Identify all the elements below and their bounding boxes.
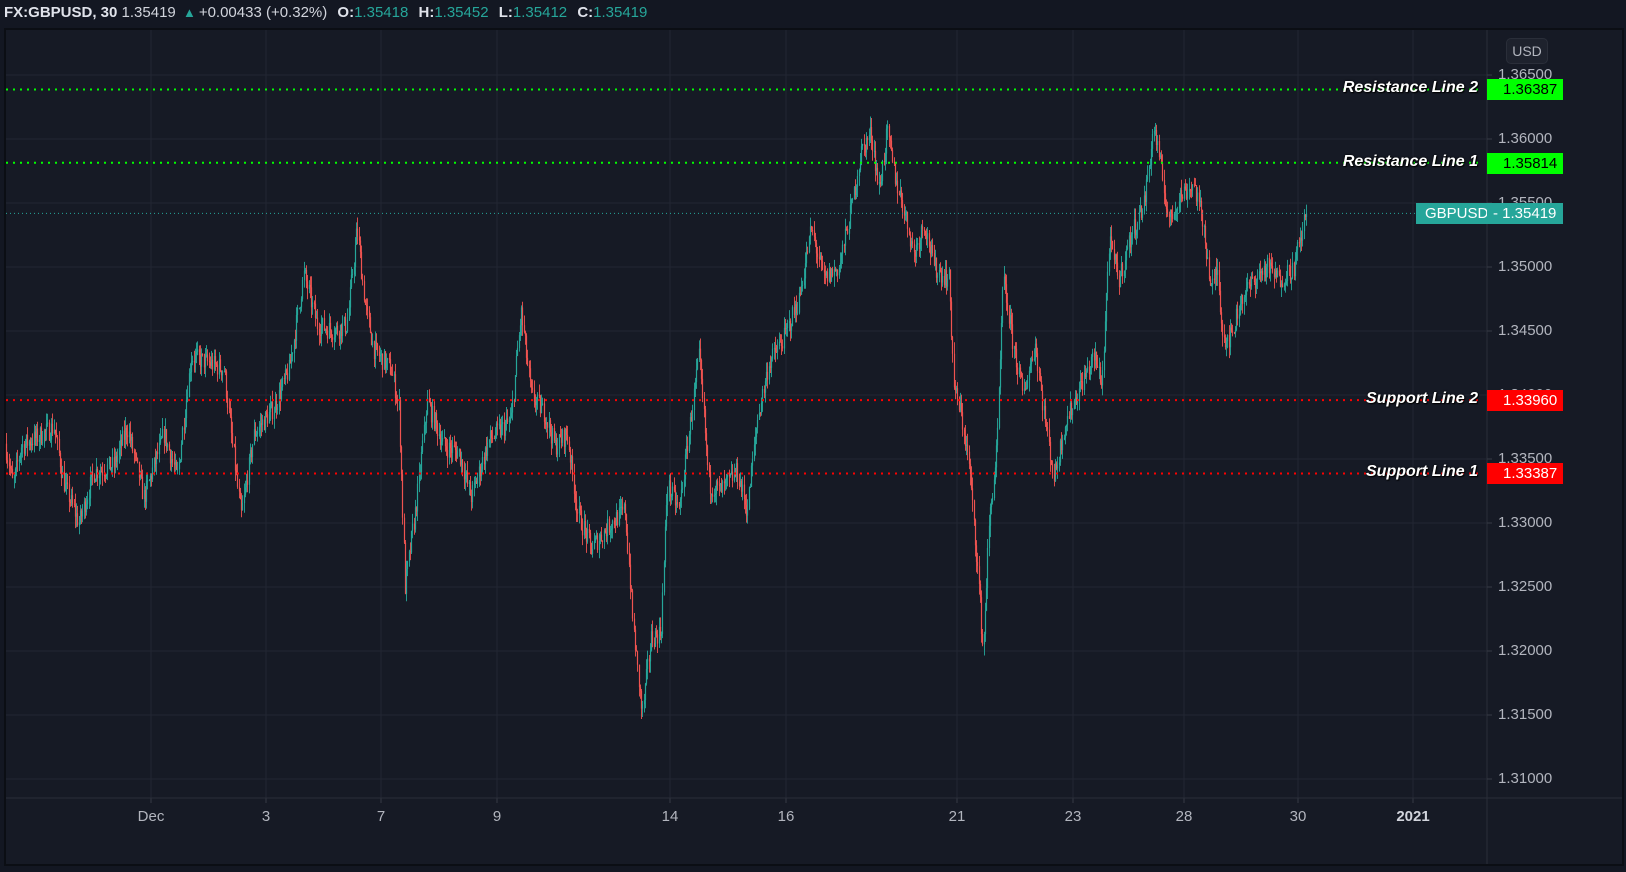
time-tick-label: 21 — [948, 808, 966, 825]
triangle-up-icon: ▲ — [182, 5, 196, 20]
current-price-tag: - 1.35419 — [1487, 203, 1563, 225]
time-tick-label: 7 — [376, 808, 386, 825]
time-tick-label: 9 — [492, 808, 502, 825]
price-tick-label: 1.32000 — [1498, 642, 1553, 659]
price-tick-label: 1.36000 — [1498, 130, 1553, 147]
currency-button[interactable]: USD — [1506, 38, 1548, 64]
support-line-2-price-tag: 1.33960 — [1487, 390, 1563, 412]
price-tick-label: 1.31500 — [1498, 706, 1553, 723]
time-tick-label: 2021 — [1396, 808, 1430, 825]
resistance-line-2-label: Resistance Line 2 — [1342, 79, 1478, 97]
resistance-line-1-price-tag: 1.35814 — [1487, 152, 1563, 174]
time-tick-label: 23 — [1064, 808, 1082, 825]
time-tick-label: 16 — [777, 808, 795, 825]
price-change: +0.00433 (+0.32%) — [198, 4, 328, 21]
symbol-price-label: GBPUSD — [1416, 203, 1488, 225]
time-tick-label: 28 — [1175, 808, 1193, 825]
chart-legend: FX:GBPUSD, 30 1.35419 ▲ +0.00433 (+0.32%)… — [4, 0, 647, 26]
close-value: 1.35419 — [593, 4, 648, 21]
resistance-line-1-label: Resistance Line 1 — [1342, 152, 1478, 170]
price-tick-label: 1.31000 — [1498, 770, 1553, 787]
time-tick-label: 30 — [1289, 808, 1307, 825]
support-line-1-label: Support Line 1 — [1366, 463, 1478, 481]
candles — [5, 116, 1308, 720]
time-tick-label: Dec — [137, 808, 165, 825]
price-tick-label: 1.33000 — [1498, 514, 1553, 531]
open-label: O: — [337, 4, 355, 21]
price-tick-label: 1.32500 — [1498, 578, 1553, 595]
price-tick-label: 1.33500 — [1498, 450, 1553, 467]
chart-pane[interactable] — [4, 28, 1624, 866]
last-price: 1.35419 — [121, 4, 176, 21]
low-label: L: — [498, 4, 513, 21]
symbol-title[interactable]: FX:GBPUSD, 30 — [4, 4, 118, 21]
high-label: H: — [418, 4, 435, 21]
open-value: 1.35418 — [354, 4, 409, 21]
time-tick-label: 14 — [661, 808, 679, 825]
support-line-2-label: Support Line 2 — [1366, 390, 1478, 408]
high-value: 1.35452 — [434, 4, 489, 21]
price-tick-label: 1.35000 — [1498, 258, 1553, 275]
resistance-line-2-price-tag: 1.36387 — [1487, 79, 1563, 101]
low-value: 1.35412 — [512, 4, 568, 21]
price-tick-label: 1.34500 — [1498, 322, 1553, 339]
close-label: C: — [577, 4, 594, 21]
price-tick-label: 1.36500 — [1498, 66, 1553, 83]
time-tick-label: 3 — [261, 808, 271, 825]
support-line-1-price-tag: 1.33387 — [1487, 463, 1563, 485]
